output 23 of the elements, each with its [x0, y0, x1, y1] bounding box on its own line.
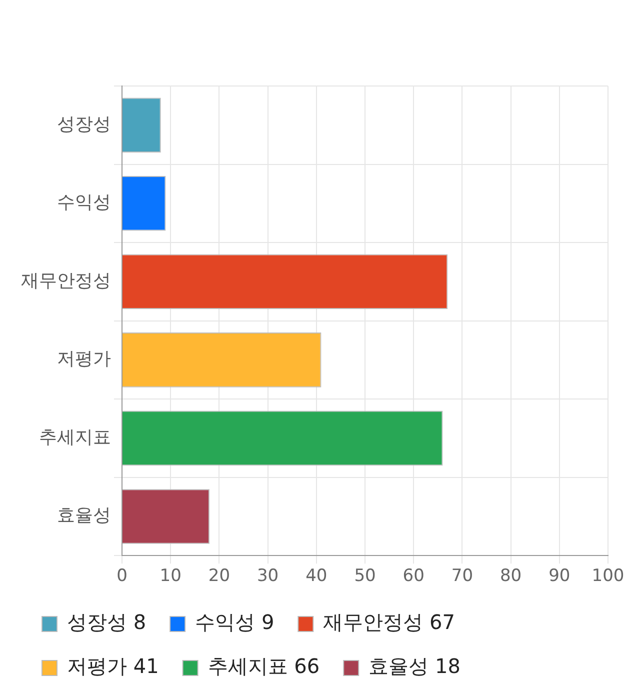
- x-tick-label: 0: [116, 566, 128, 586]
- legend-label: 성장성 8: [67, 610, 146, 634]
- x-tick-label: 10: [160, 566, 182, 586]
- x-tick-label: 60: [402, 566, 424, 586]
- y-tick-label: 재무안정성: [21, 270, 111, 292]
- x-tick-label: 80: [500, 566, 522, 586]
- x-tick-label: 20: [208, 566, 230, 586]
- x-tick-label: 30: [256, 566, 279, 586]
- x-tick-label: 50: [354, 566, 376, 586]
- legend-label: 재무안정성 67: [323, 610, 455, 634]
- x-tick-label: 100: [592, 566, 624, 586]
- x-tick-label: 40: [306, 566, 328, 586]
- y-tick-label: 추세지표: [39, 426, 111, 448]
- y-tick-label: 성장성: [57, 114, 111, 135]
- legend-label: 효율성 18: [368, 654, 460, 678]
- y-tick-label: 효율성: [57, 505, 111, 526]
- legend-label: 수익성 9: [195, 610, 274, 634]
- x-tick-label: 70: [451, 566, 474, 586]
- y-tick-label: 수익성: [57, 192, 111, 214]
- y-tick-label: 저평가: [57, 348, 111, 370]
- legend-label: 추세지표 66: [208, 654, 320, 678]
- legend-label: 저평가 41: [67, 654, 159, 678]
- x-tick-label: 90: [548, 566, 570, 586]
